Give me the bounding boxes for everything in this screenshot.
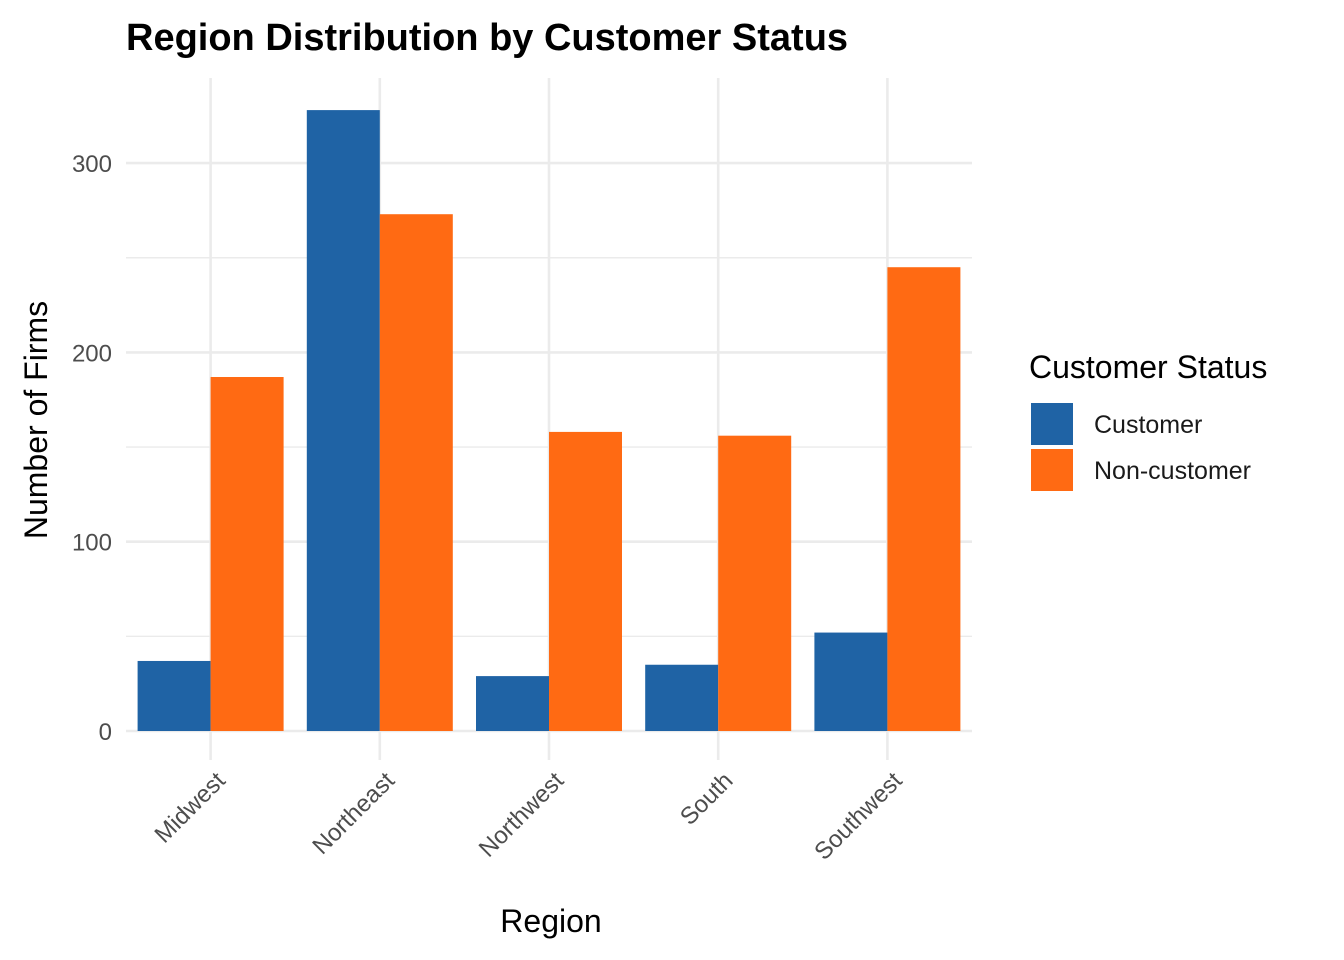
legend-swatch	[1031, 403, 1073, 445]
bar-non-customer-midwest	[210, 377, 284, 731]
legend-label: Non-customer	[1094, 457, 1251, 485]
x-tick-label: South	[675, 767, 738, 830]
legend-swatch	[1031, 449, 1073, 491]
bar-customer-midwest	[137, 660, 211, 731]
bar-non-customer-southwest	[887, 267, 961, 731]
x-axis-ticks: Midwest Northeast Northwest South Southwest	[150, 767, 908, 866]
bars	[137, 110, 961, 731]
y-axis-ticks: 0 100 200 300	[72, 151, 112, 746]
bar-customer-northeast	[306, 110, 380, 731]
chart-title: Region Distribution by Customer Status	[126, 17, 848, 59]
x-tick-label: Midwest	[150, 767, 232, 849]
bar-non-customer-northwest	[549, 431, 622, 731]
y-tick-label: 0	[99, 719, 112, 746]
bar-customer-south	[645, 664, 719, 731]
bar-non-customer-south	[718, 435, 792, 731]
x-axis-title: Region	[500, 903, 601, 939]
bar-non-customer-northeast	[379, 214, 453, 731]
y-tick-label: 200	[72, 340, 112, 367]
y-tick-label: 100	[72, 530, 112, 557]
y-tick-label: 300	[72, 151, 112, 178]
bar-customer-southwest	[814, 632, 888, 731]
bar-customer-northwest	[476, 676, 549, 731]
x-tick-label: Northwest	[474, 767, 570, 863]
legend-title: Customer Status	[1029, 349, 1267, 385]
x-tick-label: Southwest	[809, 767, 908, 866]
y-axis-title: Number of Firms	[18, 301, 54, 539]
x-tick-label: Northeast	[307, 767, 400, 860]
legend-label: Customer	[1094, 411, 1202, 439]
legend: Customer Status Customer Non-customer	[1029, 349, 1267, 491]
